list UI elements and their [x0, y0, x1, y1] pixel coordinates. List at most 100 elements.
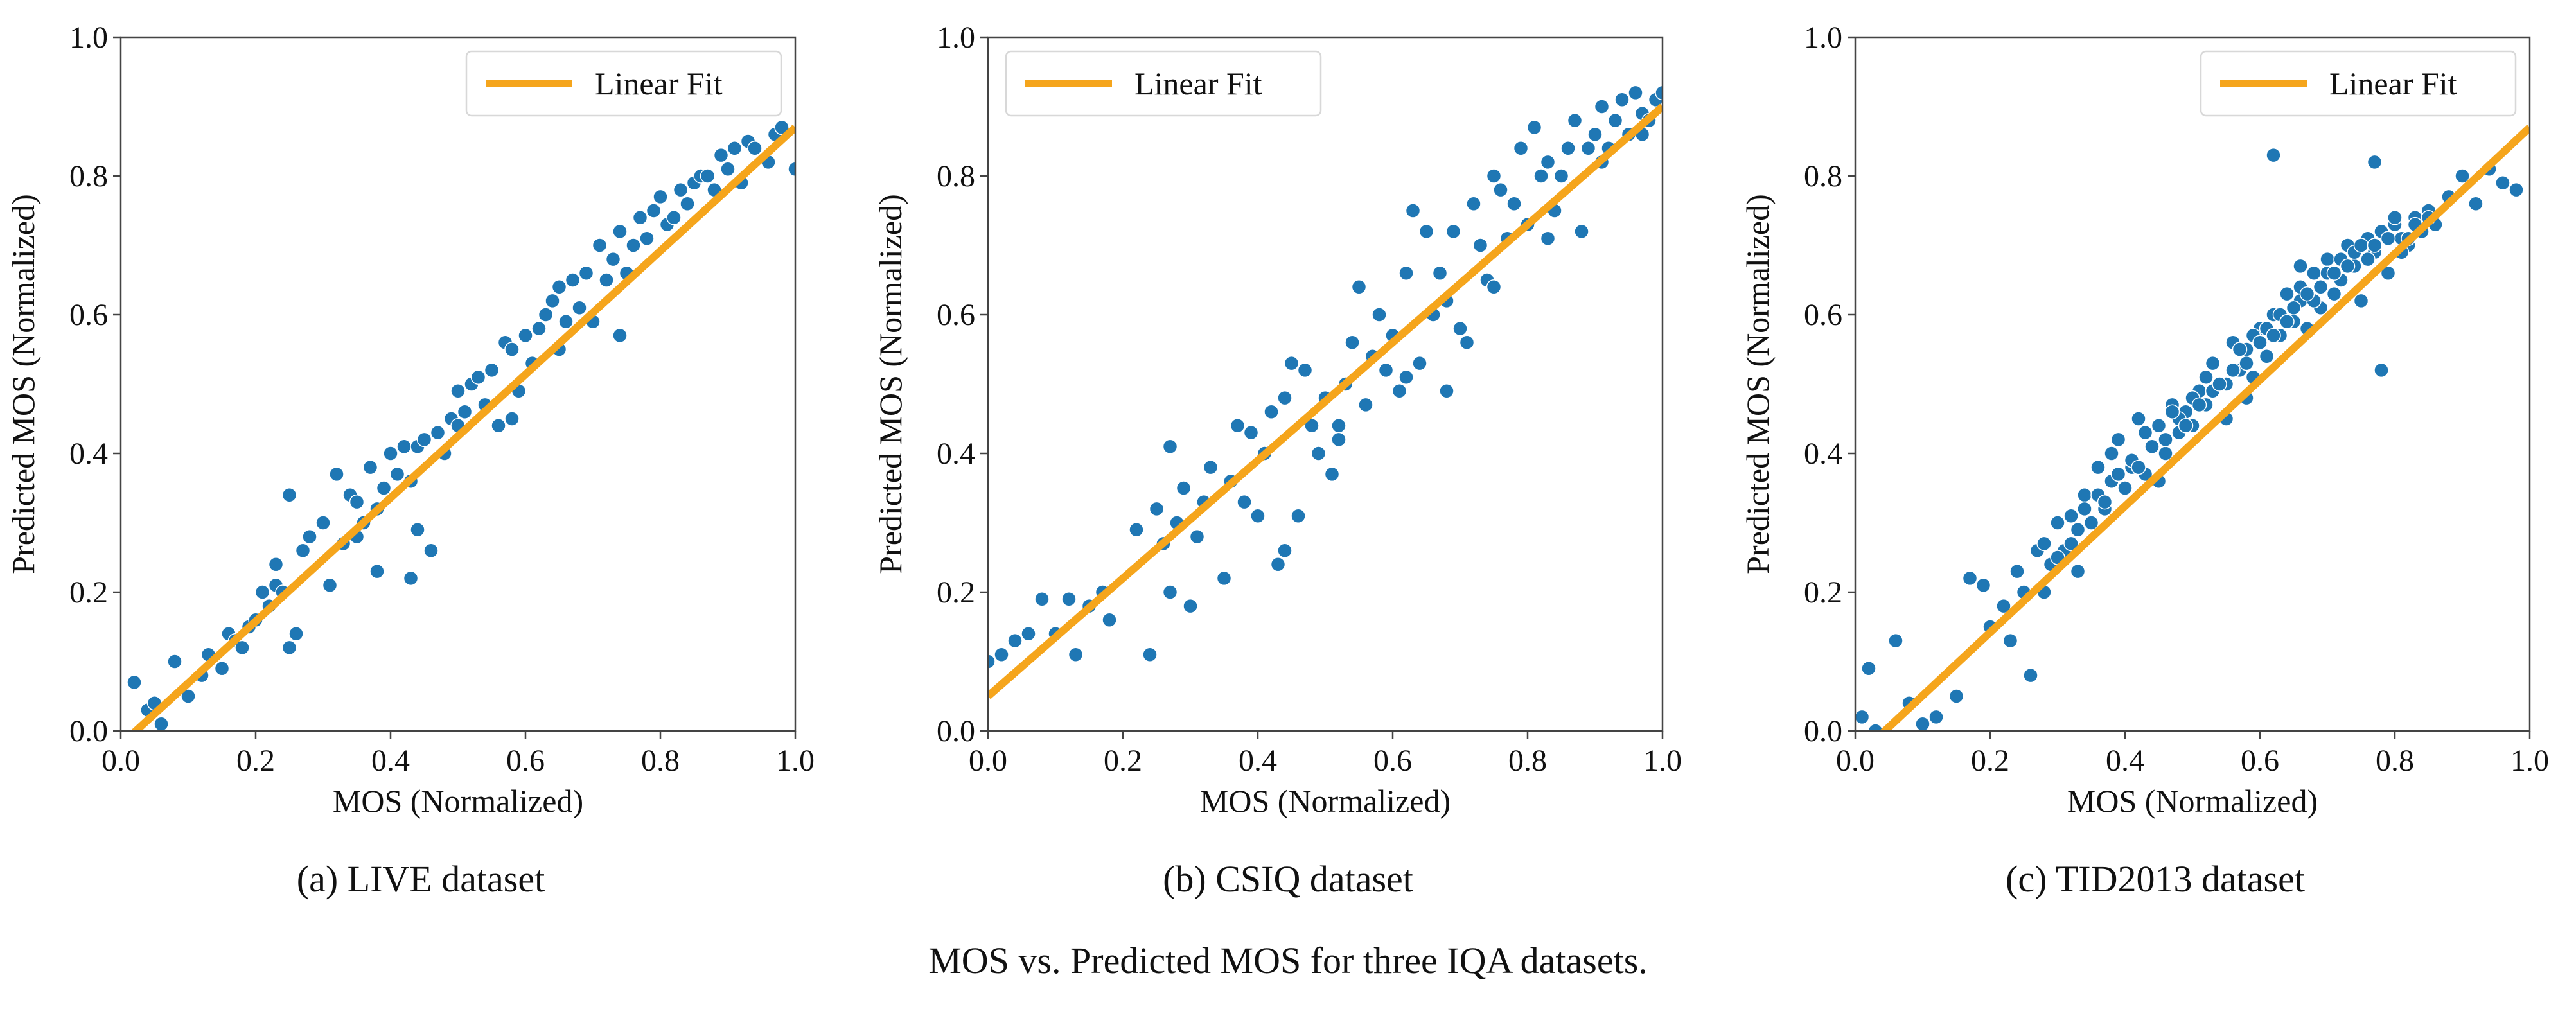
y-tick-label: 0.4 — [69, 437, 108, 471]
plot-csiq: 0.0 0.2 0.4 0.6 0.8 1.0 0.0 0.2 0.4 0.6 0.8 1.0 MOS … — [872, 21, 1682, 819]
subcaption-live: (a) LIVE dataset — [296, 858, 545, 900]
data-point — [612, 224, 628, 240]
data-point — [2205, 355, 2221, 371]
data-point — [545, 293, 560, 309]
data-point — [2259, 349, 2275, 364]
data-point — [1351, 279, 1367, 295]
y-tick-label: 0.0 — [937, 714, 975, 748]
data-point — [2212, 376, 2227, 392]
plot-frame-live — [119, 36, 797, 732]
data-point — [2070, 522, 2086, 538]
data-point — [430, 425, 446, 441]
data-point — [450, 383, 466, 399]
y-tick-label: 0.8 — [69, 159, 108, 193]
x-tick-label: 1.0 — [2510, 744, 2549, 778]
data-point — [2158, 432, 2173, 448]
x-tick-label: 0.6 — [2241, 744, 2279, 778]
y-tick-label: 0.8 — [1804, 159, 1842, 193]
legend-label-linear-fit: Linear Fit — [2329, 66, 2457, 101]
legend-label-linear-fit: Linear Fit — [1134, 66, 1262, 101]
data-point — [1264, 404, 1279, 419]
data-point — [1962, 570, 1978, 586]
data-point — [1888, 633, 1903, 649]
data-point — [788, 161, 795, 177]
data-point — [329, 466, 344, 482]
data-layer-live — [127, 119, 795, 731]
data-point — [2198, 369, 2214, 385]
y-tick-label: 1.0 — [1804, 21, 1842, 55]
legend-box — [2200, 50, 2517, 117]
data-point — [1250, 508, 1266, 523]
data-point — [1486, 279, 1502, 295]
data-point — [2360, 251, 2376, 267]
data-point — [1398, 265, 1414, 281]
data-point — [1203, 459, 1219, 475]
legend-live: Linear Fit — [465, 50, 782, 117]
data-point — [592, 238, 608, 253]
data-point — [1506, 196, 1522, 211]
linear-fit-line — [130, 124, 795, 731]
data-point — [1297, 362, 1313, 378]
data-point — [491, 418, 506, 434]
data-point — [2353, 238, 2369, 253]
y-tick-label: 0.4 — [1804, 437, 1842, 471]
data-point — [1331, 418, 1346, 434]
data-point — [518, 328, 533, 344]
data-point — [1358, 397, 1373, 413]
data-point — [2455, 168, 2470, 184]
data-point — [2380, 231, 2396, 246]
data-point — [2279, 314, 2295, 329]
data-point — [747, 141, 763, 156]
data-point — [2009, 563, 2025, 579]
data-point — [1540, 231, 1556, 246]
data-point — [396, 439, 412, 454]
y-tick-label: 0.4 — [937, 437, 975, 471]
data-point — [2326, 265, 2342, 281]
data-point — [538, 307, 554, 322]
data-point — [1628, 85, 1643, 101]
legend-box — [1005, 50, 1322, 117]
data-point — [1587, 127, 1603, 142]
data-point — [2225, 362, 2241, 378]
data-point — [1183, 598, 1198, 614]
data-point — [673, 182, 689, 198]
data-point — [565, 272, 581, 288]
x-tick-label: 0.0 — [969, 744, 1007, 778]
data-point — [605, 251, 621, 267]
data-point — [2326, 286, 2342, 302]
x-tick-label: 0.4 — [371, 744, 410, 778]
data-point — [2178, 418, 2194, 434]
data-point — [1061, 592, 1077, 607]
data-point — [349, 494, 365, 510]
data-point — [2144, 439, 2160, 454]
data-point — [1580, 141, 1596, 156]
data-point — [1445, 224, 1461, 240]
data-point — [268, 557, 284, 572]
data-point — [1291, 508, 1306, 523]
data-point — [2151, 418, 2167, 434]
x-tick-label: 0.0 — [101, 744, 140, 778]
data-point — [1189, 529, 1205, 545]
data-point — [154, 716, 169, 731]
data-point — [2353, 293, 2369, 309]
data-point — [2299, 286, 2315, 302]
data-point — [1915, 716, 1930, 731]
data-point — [666, 210, 682, 225]
data-point — [369, 563, 385, 579]
data-point — [1861, 661, 1876, 676]
data-point — [214, 661, 230, 676]
data-point — [1324, 466, 1340, 482]
data-point — [288, 626, 304, 642]
data-point — [1277, 390, 1292, 406]
y-tick-label: 0.2 — [937, 575, 975, 610]
data-point — [1372, 307, 1387, 322]
data-point — [1304, 418, 1319, 434]
data-point — [713, 147, 729, 163]
plot-live: 0.0 0.2 0.4 0.6 0.8 1.0 0.0 0.2 0.4 0.6 0.8 1.0 MOS … — [5, 21, 815, 819]
data-point — [1975, 577, 1991, 593]
data-point — [720, 161, 736, 177]
x-tick-label: 0.0 — [1836, 744, 1875, 778]
data-point — [1270, 557, 1286, 572]
data-point — [2367, 154, 2383, 170]
